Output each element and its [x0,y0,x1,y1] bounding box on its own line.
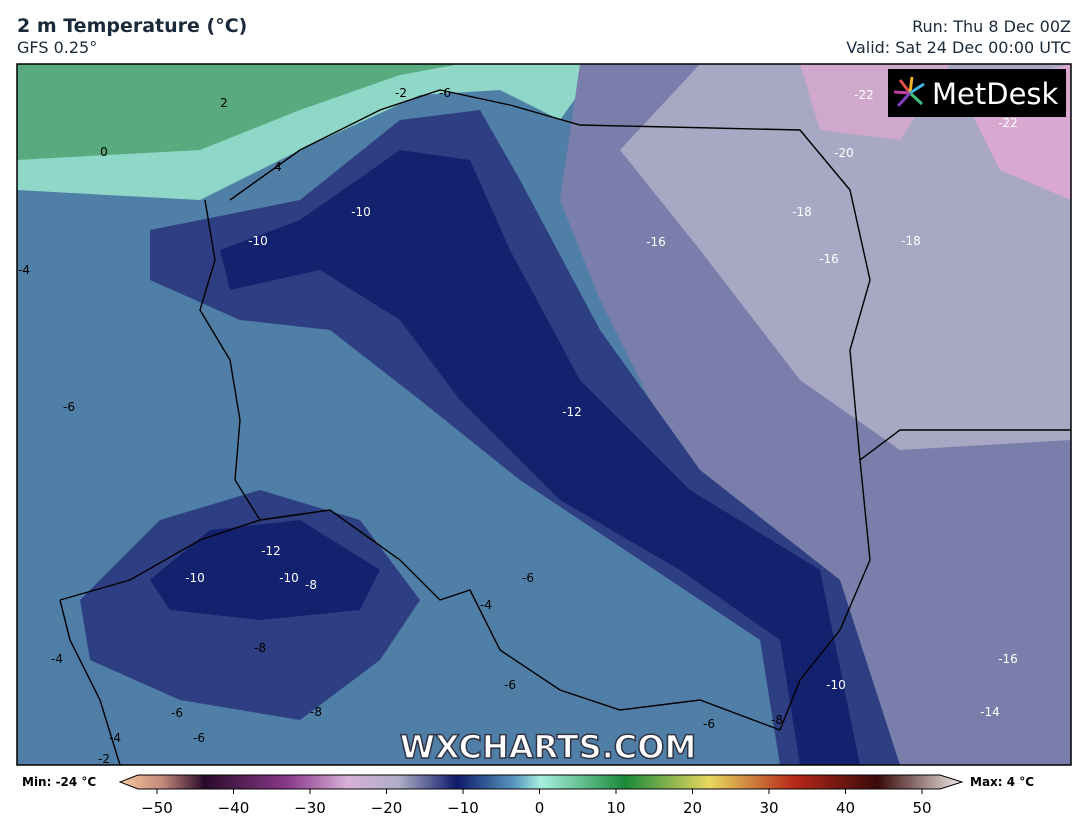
contour-label: -6 [439,86,451,100]
logo: MetDesk [932,77,1059,111]
colorbar-max: Max: 4 °C [970,775,1034,789]
colorbar-tick-label: 0 [535,799,545,817]
contour-label: 2 [220,96,228,110]
map [17,64,1071,765]
contour-label: -18 [901,234,921,248]
colorbar [118,774,964,790]
contour-label: -10 [185,571,205,585]
contour-label: 0 [100,145,108,159]
contour-label: -2 [98,752,110,766]
contour-label: -8 [305,578,317,592]
colorbar-tick-label: −10 [447,799,479,817]
contour-label: -10 [248,234,268,248]
colorbar-tick-label: 10 [606,799,625,817]
contour-label: -10 [826,678,846,692]
logo-box [888,69,1066,117]
contour-label: -16 [998,652,1018,666]
contour-label: -4 [109,731,121,745]
contour-label: -4 [18,263,30,277]
valid: Valid: Sat 24 Dec 00:00 UTC [846,38,1071,57]
colorbar-tick-label: −50 [141,799,173,817]
map-frame [16,63,1072,766]
contour-label: -4 [480,598,492,612]
contour-label: -12 [562,405,582,419]
contour-label: 4 [274,160,282,174]
contour-label: -10 [279,571,299,585]
colorbar-tick-label: −40 [218,799,250,817]
contour-label: -12 [261,544,281,558]
contour-label: -6 [703,717,715,731]
colorbar-min: Min: -24 °C [22,775,96,789]
contour-label: -6 [522,571,534,585]
colorbar-tick-label: 40 [836,799,855,817]
contour-label: -6 [504,678,516,692]
run: Run: Thu 8 Dec 00Z [912,17,1071,36]
colorbar-tick-label: −30 [294,799,326,817]
contour-label: -16 [646,235,666,249]
logo-icon [893,76,925,108]
contour-label: -22 [998,116,1018,130]
contour-label: -8 [771,713,783,727]
contour-label: -14 [980,705,1000,719]
title: 2 m Temperature (°C) [17,15,247,37]
contour-label: -6 [63,400,75,414]
contour-label: -6 [193,731,205,745]
contour-label: -8 [310,705,322,719]
colorbar-tick-label: −20 [371,799,403,817]
contour-label: -10 [351,205,371,219]
model: GFS 0.25° [17,38,97,57]
contour-label: -4 [51,652,63,666]
watermark: WXCHARTS.COM [400,728,697,766]
contour-label: -8 [254,641,266,655]
contour-label: -20 [834,146,854,160]
colorbar-tick-label: 50 [912,799,931,817]
contour-label: -16 [819,252,839,266]
colorbar-tick-label: 20 [683,799,702,817]
colorbar-tick-label: 30 [759,799,778,817]
contour-label: -6 [171,706,183,720]
contour-label: -22 [854,88,874,102]
contour-label: -18 [792,205,812,219]
contour-label: -2 [395,86,407,100]
